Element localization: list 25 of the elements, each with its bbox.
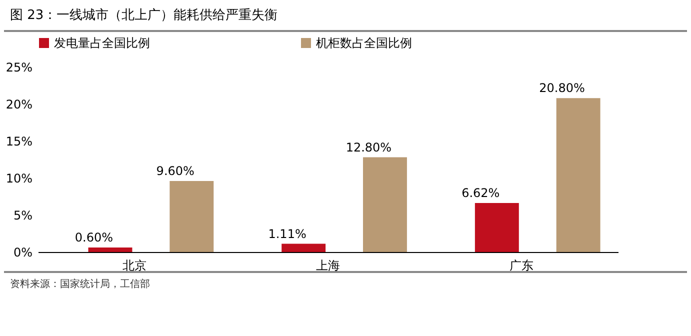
x-tick-label: 上海: [316, 258, 340, 272]
y-tick-label: 15%: [6, 134, 32, 148]
legend-label: 发电量占全国比例: [54, 36, 150, 50]
y-tick-label: 20%: [6, 98, 32, 112]
data-label: 20.80%: [539, 81, 585, 96]
x-tick-label: 北京: [122, 258, 147, 272]
data-label: 1.11%: [268, 226, 306, 241]
text: 资料来源：国家统计局，工信部: [4, 271, 687, 295]
y-tick-label: 5%: [13, 208, 32, 222]
legend-label: 机柜数占全国比例: [316, 36, 412, 50]
bar: [474, 203, 519, 252]
x-tick-label: 广东: [509, 258, 534, 272]
bar: [556, 98, 600, 252]
bar: [170, 180, 214, 252]
data-label: 0.60%: [74, 230, 114, 245]
bar: [282, 244, 326, 252]
chart-title: 图 23：一线城市（北上广）能耗供给严重失衡: [4, 0, 687, 32]
bar: [363, 157, 407, 252]
y-tick-label: 10%: [6, 172, 32, 186]
bar: [88, 248, 132, 252]
y-tick-label: 25%: [6, 60, 32, 74]
data-label: 12.80%: [346, 140, 392, 154]
data-label: 9.60%: [156, 164, 194, 178]
y-tick-label: 0%: [13, 246, 32, 260]
data-label: 6.62%: [462, 186, 500, 200]
